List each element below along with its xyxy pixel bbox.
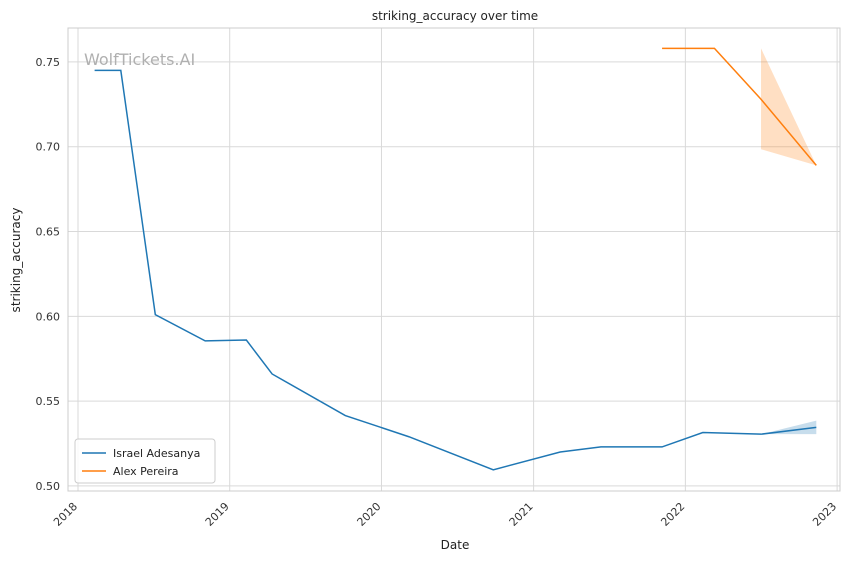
confidence-bands xyxy=(761,48,817,435)
y-tick-label: 0.70 xyxy=(36,141,61,154)
y-tick-label: 0.55 xyxy=(36,395,61,408)
grid xyxy=(68,28,840,491)
confidence-band-0 xyxy=(761,420,817,435)
watermark: WolfTickets.AI xyxy=(84,50,195,69)
chart-title: striking_accuracy over time xyxy=(372,9,538,23)
x-axis-ticks: 2018 2019 2020 2021 2022 2023 xyxy=(51,500,839,529)
plot-area xyxy=(67,27,841,492)
x-tick-label: 2019 xyxy=(203,500,232,529)
legend-box xyxy=(74,438,216,484)
series-line-1 xyxy=(662,47,817,166)
legend-label: Israel Adesanya xyxy=(113,447,200,460)
y-tick-label: 0.60 xyxy=(36,310,61,323)
x-tick-label: 2020 xyxy=(355,500,384,529)
x-axis-label: Date xyxy=(441,538,470,552)
legend-label: Alex Pereira xyxy=(113,465,179,478)
confidence-band-1 xyxy=(761,48,817,166)
y-axis-ticks: 0.50 0.55 0.60 0.65 0.70 0.75 xyxy=(36,56,61,493)
y-tick-label: 0.75 xyxy=(36,56,61,69)
series-line-0 xyxy=(94,69,817,471)
y-axis-label: striking_accuracy xyxy=(9,208,23,313)
y-tick-label: 0.65 xyxy=(36,226,61,239)
x-tick-label: 2021 xyxy=(507,500,536,529)
x-tick-label: 2018 xyxy=(51,500,80,529)
x-tick-label: 2023 xyxy=(810,500,839,529)
x-tick-label: 2022 xyxy=(658,500,687,529)
legend: Israel Adesanya Alex Pereira xyxy=(74,438,216,484)
series-lines xyxy=(94,47,817,471)
y-tick-label: 0.50 xyxy=(36,480,61,493)
